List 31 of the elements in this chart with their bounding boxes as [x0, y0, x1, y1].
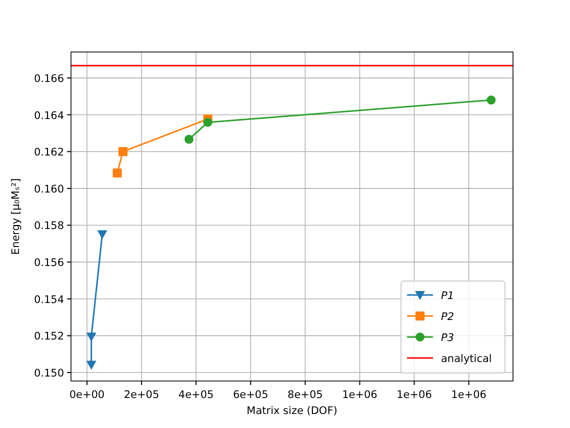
legend-label: P3: [441, 332, 454, 344]
y-tick-label: 0.150: [34, 368, 64, 380]
y-tick-label: 0.164: [34, 110, 64, 122]
point: [486, 96, 496, 105]
legend-label: P2: [441, 311, 454, 323]
x-tick-label: 0e+00: [69, 389, 105, 401]
y-tick-label: 0.152: [34, 330, 64, 343]
x-tick-label: 1e+06: [451, 389, 487, 401]
y-tick-label: 0.156: [34, 257, 64, 270]
point: [203, 118, 212, 127]
point: [112, 168, 122, 178]
y-tick-label: 0.160: [34, 183, 64, 196]
point: [97, 230, 108, 240]
y-tick-label: 0.158: [34, 220, 64, 232]
x-tick-label: 1e+06: [342, 389, 378, 401]
x-tick-label: 4e+05: [178, 389, 214, 401]
x-tick-label: 2e+05: [124, 389, 160, 401]
legend-label: P1: [441, 290, 454, 302]
point: [184, 134, 194, 144]
y-tick-label: 0.162: [34, 146, 64, 159]
x-tick-label: 1e+06: [396, 389, 432, 401]
y-tick-label: 0.154: [34, 294, 64, 306]
point: [86, 332, 96, 342]
legend-label: analytical: [441, 353, 492, 365]
x-axis-title: Matrix size (DOF): [246, 405, 338, 417]
x-tick-label: 6e+05: [232, 389, 268, 401]
y-tick-label: 0.166: [34, 72, 64, 85]
y-axis-title: Energy [μ₀Mₛ²]: [10, 178, 22, 255]
x-tick-label: 8e+05: [288, 389, 323, 401]
point: [86, 360, 96, 370]
point: [118, 147, 128, 156]
